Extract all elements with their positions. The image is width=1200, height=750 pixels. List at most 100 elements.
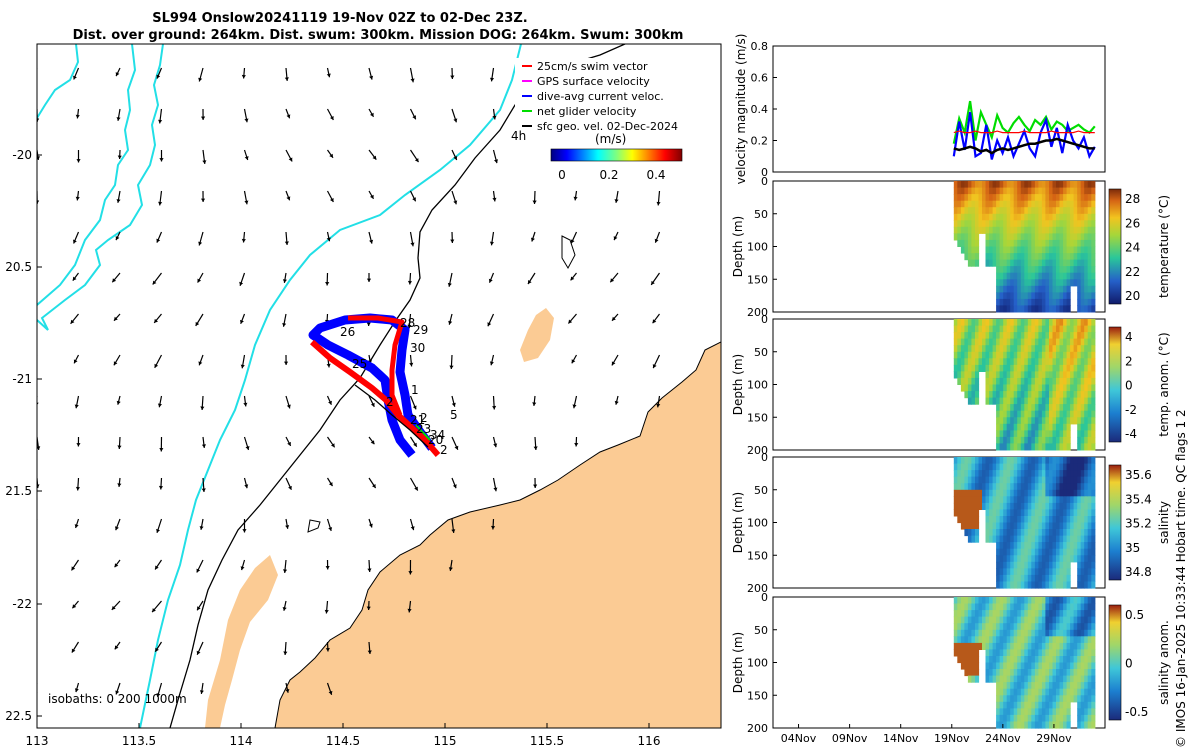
section-cell — [1024, 436, 1029, 444]
section-cell — [1024, 623, 1029, 631]
section-cell — [960, 181, 965, 189]
section-cell — [1013, 384, 1018, 392]
section-cell — [1027, 457, 1032, 465]
section-cell — [1084, 259, 1089, 267]
section-cell — [1013, 417, 1018, 425]
section-cell — [1003, 662, 1008, 670]
section-cell — [1077, 470, 1082, 478]
section-cell — [1010, 708, 1015, 716]
section-cell — [1034, 187, 1039, 195]
section-cell — [1056, 516, 1061, 524]
section-cell — [1091, 682, 1096, 690]
section-cell — [1024, 682, 1029, 690]
section-cell — [1038, 233, 1043, 241]
section-cell — [1087, 397, 1092, 405]
section-cell — [1020, 669, 1025, 677]
current-arrow-head — [159, 448, 164, 452]
section-cell — [1056, 364, 1061, 372]
section-cell — [957, 516, 962, 524]
section-cell — [1059, 568, 1064, 576]
section-cell — [1070, 623, 1075, 631]
section-cell — [1073, 597, 1078, 605]
section-cell — [1024, 266, 1029, 274]
section-cell — [1063, 391, 1068, 399]
section-cell — [1020, 423, 1025, 431]
section-cell — [1017, 213, 1022, 221]
north-west-cape — [205, 555, 278, 728]
section-cell — [992, 397, 997, 405]
section-cell — [1049, 351, 1054, 359]
section-cell — [957, 220, 962, 228]
legend-label: dive-avg current veloc. — [537, 90, 664, 103]
section-cell — [1077, 489, 1082, 497]
section-cell — [985, 397, 990, 405]
section-cell — [1045, 610, 1050, 618]
track-day-label: 29 — [413, 323, 428, 337]
section-cell — [992, 319, 997, 327]
section-cell — [978, 187, 983, 195]
section-cell — [1056, 662, 1061, 670]
section-cell — [985, 642, 990, 650]
section-cell — [1006, 272, 1011, 280]
section-cell — [975, 213, 980, 221]
section-cell — [1063, 701, 1068, 709]
section-cell — [953, 194, 958, 202]
section-cell — [1010, 574, 1015, 582]
section-cell — [1056, 636, 1061, 644]
section-cell — [975, 384, 980, 392]
section-cell — [1091, 423, 1096, 431]
glider-path-return — [348, 315, 405, 416]
section-cell — [1024, 496, 1029, 504]
section-cell — [971, 597, 976, 605]
section-cell — [967, 358, 972, 366]
section-colorbar-tick: 35 — [1125, 541, 1140, 555]
section-cell — [1010, 669, 1015, 677]
section-cell — [1038, 476, 1043, 484]
section-cell — [1034, 642, 1039, 650]
section-cell — [1045, 181, 1050, 189]
section-cell — [1080, 669, 1085, 677]
current-arrow-head — [32, 363, 36, 367]
section-cell — [1006, 457, 1011, 465]
section-cell — [1080, 305, 1085, 313]
section-cell — [1020, 561, 1025, 569]
current-arrow-head — [156, 693, 161, 697]
section-cell — [1080, 292, 1085, 300]
section-cell — [1077, 345, 1082, 353]
section-cell — [1010, 581, 1015, 589]
section-cell — [1024, 597, 1029, 605]
section-cell — [953, 509, 958, 517]
section-cell — [1031, 319, 1036, 327]
section-cell — [971, 476, 976, 484]
section-cell — [1020, 616, 1025, 624]
section-cell — [964, 351, 969, 359]
section-cell — [1091, 207, 1096, 215]
section-cell — [953, 220, 958, 228]
section-cell — [1041, 457, 1046, 465]
section-cell — [1041, 417, 1046, 425]
section-cell — [1003, 708, 1008, 716]
section-cell — [989, 516, 994, 524]
section-cell — [964, 246, 969, 254]
section-cell — [1052, 561, 1057, 569]
section-cell — [1052, 345, 1057, 353]
section-cell — [1063, 629, 1068, 637]
section-cell — [1080, 574, 1085, 582]
section-cell — [975, 226, 980, 234]
section-cell — [1084, 338, 1089, 346]
section-cell — [1031, 509, 1036, 517]
map-xtick-label: 115 — [434, 734, 457, 748]
section-cell — [1063, 298, 1068, 306]
section-cell — [957, 483, 962, 491]
section-cell — [964, 207, 969, 215]
current-arrow-head — [286, 196, 291, 201]
section-cell — [1059, 272, 1064, 280]
map-ytick-label: 21.5 — [5, 484, 32, 498]
section-cell — [1059, 436, 1064, 444]
section-cell — [1041, 701, 1046, 709]
section-cell — [1041, 436, 1046, 444]
section-cell — [1034, 695, 1039, 703]
section-cell — [975, 332, 980, 340]
section-cell — [1038, 397, 1043, 405]
section-cell — [971, 610, 976, 618]
